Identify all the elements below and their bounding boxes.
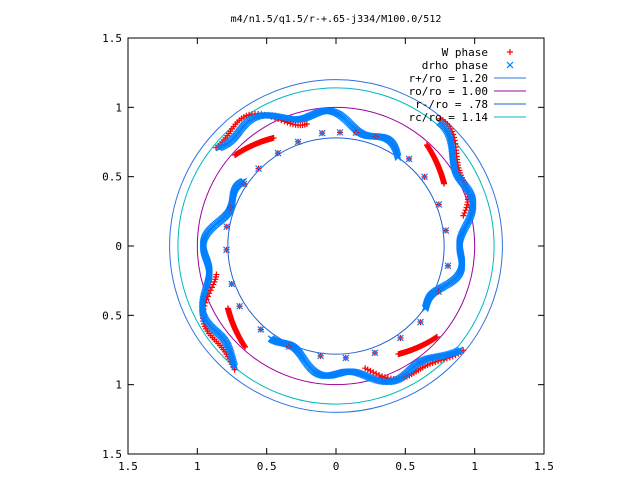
w-phase-point: [379, 373, 386, 380]
axis-ticks: [127, 37, 545, 455]
drho-phase-point: [396, 334, 404, 342]
drho-phase-point: [215, 144, 223, 152]
w-phase-point: [437, 115, 444, 122]
drho-phase-point: [317, 352, 324, 360]
y-tick-label: 0: [115, 240, 122, 253]
drho-phase-point: [371, 349, 379, 357]
drho-phase-point: [223, 246, 230, 254]
circle-r-ro-78: [227, 137, 445, 355]
circle-ro-ro-1-00: [196, 106, 476, 386]
drho-phase-point: [228, 280, 236, 288]
y-tick-label: 1.5: [102, 32, 122, 45]
x-tick-label: 0.5: [395, 460, 415, 473]
legend-label: r-/ro = .78: [415, 98, 488, 111]
drho-phase-point: [240, 180, 248, 188]
w-phase-point: [462, 207, 469, 214]
x-tick-label: 1.5: [534, 460, 554, 473]
drho-phase-point: [285, 343, 293, 350]
drho-phase-point: [231, 363, 239, 371]
drho-phase-point: [336, 128, 344, 136]
legend-marker: [507, 49, 513, 55]
w-phase-point: [433, 334, 440, 341]
legend-label: r+/ro = 1.20: [409, 72, 488, 85]
drho-phase-point: [294, 138, 302, 146]
drho-phase-point: [435, 201, 443, 208]
w-phase-point: [433, 333, 440, 340]
w-phase-point: [241, 343, 248, 350]
drho-phase-point: [417, 318, 424, 326]
w-phase-point: [364, 366, 371, 373]
w-phase-point: [424, 142, 431, 149]
w-phase-point: [373, 370, 380, 377]
w-phase-point: [461, 209, 468, 216]
legend-label: drho phase: [422, 59, 488, 72]
drho-phase-point: [442, 227, 450, 234]
x-tick-labels: 1.5 1 0.5 0 0.5 1 1.5: [118, 460, 554, 473]
drho-phase-point: [230, 361, 238, 369]
w-phase-point: [211, 278, 218, 285]
x-tick-label: 1: [194, 460, 201, 473]
drho-phase-point: [421, 173, 428, 181]
phase-points: [198, 107, 477, 386]
legend-label: W phase: [442, 46, 488, 59]
drho-phase-point: [372, 133, 380, 140]
w-phase-point: [209, 284, 216, 291]
x-tick-label: 1: [471, 460, 478, 473]
drho-phase-point: [444, 262, 452, 270]
w-phase-point: [423, 142, 430, 149]
drho-phase-point: [274, 149, 282, 157]
drho-phase-point: [405, 155, 413, 163]
legend-label: ro/ro = 1.00: [409, 85, 488, 98]
y-tick-labels: 1.5 1 0.5 0 0.5 1 1.5: [102, 32, 122, 461]
drho-phase-point: [342, 354, 350, 362]
drho-phase-point: [456, 346, 464, 354]
w-phase-point: [376, 372, 383, 379]
w-phase-point: [206, 290, 213, 297]
w-phase-point: [460, 212, 467, 219]
w-phase-point: [232, 151, 239, 158]
drho-phase-point: [255, 165, 262, 172]
w-phase-point: [210, 281, 217, 288]
drho-phase-point: [435, 288, 443, 296]
reference-circles: [169, 79, 503, 413]
chart-title: m4/n1.5/q1.5/r-+.65-j334/M100.0/512: [231, 14, 442, 25]
w-phase-point: [362, 365, 369, 372]
w-phase-point: [232, 152, 239, 159]
y-tick-label: 1: [115, 101, 122, 114]
x-tick-label: 0: [333, 460, 340, 473]
drho-phase-point: [318, 129, 326, 137]
y-tick-label: 1.5: [102, 448, 122, 461]
circle-r-ro-1-20: [169, 79, 503, 413]
x-tick-label: 0.5: [257, 460, 277, 473]
circle-rc-ro-1-14: [177, 87, 495, 405]
drho-phase-point: [236, 302, 243, 310]
w-phase-point: [207, 287, 214, 294]
x-tick-label: 1.5: [118, 460, 138, 473]
drho-phase-point: [257, 326, 265, 333]
w-phase-point: [463, 204, 470, 211]
drho-phase-point: [227, 204, 234, 212]
w-phase-point: [460, 347, 467, 354]
legend-marker: [506, 61, 514, 69]
y-tick-label: 0.5: [102, 171, 122, 184]
drho-phase-point: [352, 129, 360, 137]
drho-phase-point: [223, 223, 231, 231]
w-phase-point: [242, 343, 249, 350]
drho-phase-point: [436, 118, 444, 126]
y-tick-label: 1: [115, 379, 122, 392]
legend-label: rc/ro = 1.14: [409, 111, 489, 124]
y-tick-label: 0.5: [102, 309, 122, 322]
